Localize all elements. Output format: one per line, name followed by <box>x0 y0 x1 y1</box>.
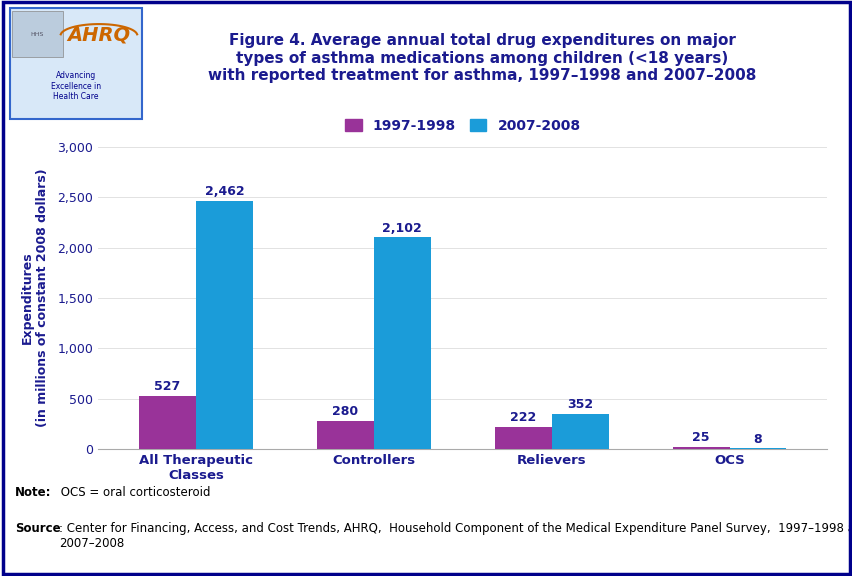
Bar <box>10 7 142 119</box>
Bar <box>373 237 430 449</box>
Text: AHRQ: AHRQ <box>67 26 130 45</box>
Text: Note:: Note: <box>15 486 52 499</box>
Text: 527: 527 <box>154 380 181 393</box>
Text: Figure 4. Average annual total drug expenditures on major
types of asthma medica: Figure 4. Average annual total drug expe… <box>208 33 755 83</box>
Bar <box>317 421 373 449</box>
Bar <box>139 396 196 449</box>
Bar <box>12 12 63 57</box>
Text: 8: 8 <box>753 433 762 446</box>
Text: 280: 280 <box>332 406 358 418</box>
Text: HHS: HHS <box>31 32 44 37</box>
Text: 2,102: 2,102 <box>382 222 422 234</box>
Text: 25: 25 <box>692 431 709 444</box>
Bar <box>494 427 551 449</box>
Text: Advancing
Excellence in
Health Care: Advancing Excellence in Health Care <box>51 71 101 101</box>
Bar <box>196 201 252 449</box>
Text: OCS = oral corticosteroid: OCS = oral corticosteroid <box>57 486 210 499</box>
Text: 2,462: 2,462 <box>204 185 244 198</box>
Y-axis label: Expenditures
(in millions of constant 2008 dollars): Expenditures (in millions of constant 20… <box>21 169 49 427</box>
Bar <box>672 447 728 449</box>
Legend: 1997-1998, 2007-2008: 1997-1998, 2007-2008 <box>340 115 584 137</box>
Bar <box>551 414 608 449</box>
Text: 352: 352 <box>567 398 592 411</box>
Text: : Center for Financing, Access, and Cost Trends, AHRQ,  Household Component of t: : Center for Financing, Access, and Cost… <box>59 522 852 550</box>
Text: 222: 222 <box>509 411 536 424</box>
Text: Source: Source <box>15 522 60 535</box>
